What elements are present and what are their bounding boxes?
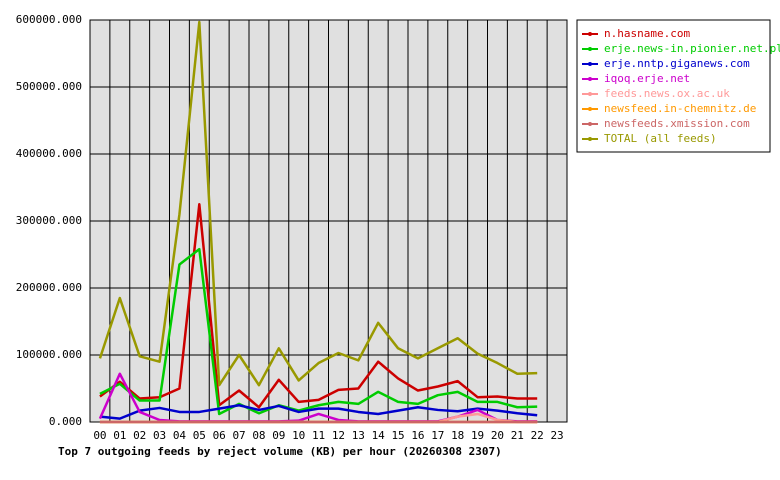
legend-label: n.hasname.com	[604, 27, 690, 40]
x-tick-label: 11	[312, 429, 325, 442]
chart-title: Top 7 outgoing feeds by reject volume (K…	[58, 445, 502, 458]
y-tick-label: 200000.000	[16, 281, 82, 294]
x-tick-label: 14	[372, 429, 386, 442]
legend-label: newsfeed.in-chemnitz.de	[604, 102, 756, 115]
series-line	[99, 247, 538, 416]
x-tick-label: 19	[471, 429, 484, 442]
legend-marker	[588, 92, 592, 96]
y-tick-label: 500000.000	[16, 80, 82, 93]
legend-marker	[588, 137, 592, 141]
x-tick-label: 08	[252, 429, 265, 442]
legend-marker	[588, 47, 592, 51]
legend-marker	[588, 32, 592, 36]
legend-label: TOTAL (all feeds)	[604, 132, 717, 145]
legend-label: iqoq.erje.net	[604, 72, 690, 85]
x-tick-label: 01	[113, 429, 126, 442]
legend-marker	[588, 62, 592, 66]
x-tick-label: 20	[491, 429, 504, 442]
legend-marker	[588, 107, 592, 111]
x-tick-label: 18	[451, 429, 464, 442]
x-tick-label: 04	[173, 429, 187, 442]
x-tick-label: 07	[232, 429, 245, 442]
series-line	[99, 404, 538, 420]
legend-marker	[588, 77, 592, 81]
x-tick-label: 16	[411, 429, 424, 442]
x-tick-label: 17	[431, 429, 444, 442]
x-tick-label: 12	[332, 429, 345, 442]
y-tick-label: 600000.000	[16, 13, 82, 26]
x-tick-label: 09	[272, 429, 285, 442]
x-tick-label: 15	[391, 429, 404, 442]
y-tick-label: 300000.000	[16, 214, 82, 227]
series-line	[98, 20, 538, 387]
series-line	[99, 203, 538, 409]
legend-label: erje.news-in.pionier.net.pl	[604, 42, 780, 55]
legend-label: newsfeeds.xmission.com	[604, 117, 750, 130]
legend-marker	[588, 122, 592, 126]
legend-box	[576, 19, 771, 153]
x-tick-label: 02	[133, 429, 146, 442]
legend-label: feeds.news.ox.ac.uk	[604, 87, 730, 100]
x-tick-label: 05	[193, 429, 206, 442]
x-tick-label: 23	[550, 429, 563, 442]
y-tick-label: 0.000	[49, 415, 82, 428]
legend-label: erje.nntp.giganews.com	[604, 57, 750, 70]
x-tick-label: 22	[531, 429, 544, 442]
x-tick-label: 06	[213, 429, 226, 442]
x-tick-label: 21	[511, 429, 524, 442]
x-tick-label: 03	[153, 429, 166, 442]
y-tick-label: 100000.000	[16, 348, 82, 361]
x-tick-label: 10	[292, 429, 305, 442]
y-tick-label: 400000.000	[16, 147, 82, 160]
x-tick-label: 00	[93, 429, 106, 442]
x-tick-label: 13	[352, 429, 365, 442]
